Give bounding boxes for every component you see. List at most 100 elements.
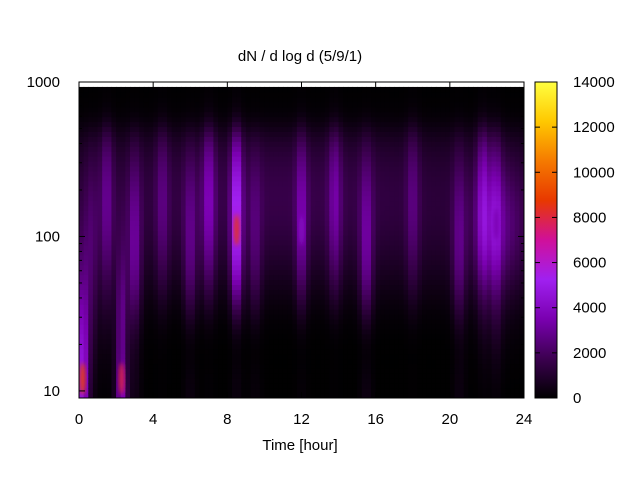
heatmap-cell (273, 393, 279, 398)
heatmap-cell (273, 86, 279, 93)
heatmap-cell (116, 86, 122, 93)
heatmap-cell (347, 368, 354, 374)
heatmap-cell (408, 274, 414, 281)
heatmap-cell (190, 388, 196, 394)
heatmap-cell (435, 338, 442, 345)
heatmap-cell (79, 210, 85, 216)
heatmap-cell (320, 309, 326, 315)
heatmap-cell (338, 274, 344, 281)
heatmap-cell (157, 269, 164, 276)
heatmap-cell (176, 358, 182, 365)
heatmap-cell (157, 244, 164, 251)
heatmap-cell (347, 348, 354, 355)
heatmap-cell (157, 200, 164, 207)
heatmap-cell (347, 373, 354, 379)
heatmap-cell (306, 264, 312, 271)
heatmap-cell (301, 358, 307, 365)
heatmap-cell (79, 264, 85, 271)
heatmap-cell (208, 314, 215, 320)
heatmap-cell (79, 101, 85, 108)
heatmap-cell (236, 136, 242, 142)
heatmap-cell (435, 205, 442, 211)
heatmap-cell (343, 106, 349, 113)
heatmap-cell (92, 230, 99, 236)
heatmap-cell (134, 215, 140, 221)
heatmap-cell (185, 205, 191, 211)
heatmap-cell (88, 220, 94, 226)
heatmap-cell (375, 210, 381, 216)
heatmap-cell (102, 185, 108, 192)
heatmap-cell (269, 151, 275, 157)
heatmap-cell (208, 358, 215, 365)
heatmap-cell (287, 388, 293, 394)
heatmap-cell (380, 373, 386, 379)
heatmap-cell (139, 363, 145, 369)
heatmap-cell (88, 141, 94, 147)
heatmap-cell (394, 101, 400, 108)
heatmap-cell (167, 249, 173, 256)
heatmap-cell (116, 259, 122, 266)
heatmap-cell (218, 274, 224, 281)
heatmap-cell (116, 323, 122, 330)
heatmap-cell (306, 368, 312, 374)
heatmap-cell (343, 269, 349, 276)
heatmap-cell (88, 156, 94, 162)
heatmap-cell (301, 348, 307, 355)
heatmap-cell (153, 368, 159, 374)
heatmap-cell (111, 363, 117, 369)
heatmap-cell (148, 165, 154, 172)
heatmap-cell (287, 343, 293, 350)
heatmap-cell (185, 240, 191, 246)
heatmap-cell (79, 235, 85, 241)
heatmap-cell (320, 195, 326, 202)
heatmap-cell (357, 294, 363, 300)
heatmap-cell (208, 165, 215, 172)
heatmap-cell (180, 235, 187, 241)
heatmap-cell (218, 215, 224, 221)
heatmap-cell (102, 175, 108, 182)
heatmap-cell (245, 363, 252, 369)
heatmap-cell (88, 378, 94, 384)
heatmap-cell (250, 151, 256, 157)
heatmap-cell (310, 304, 317, 310)
heatmap-cell (347, 175, 354, 182)
heatmap-cell (97, 96, 103, 103)
heatmap-cell (445, 383, 451, 389)
heatmap-cell (375, 358, 381, 365)
heatmap-cell (255, 240, 261, 246)
heatmap-cell (199, 304, 205, 310)
heatmap-cell (83, 269, 89, 276)
heatmap-cell (250, 304, 256, 310)
heatmap-cell (417, 333, 423, 340)
heatmap-cell (357, 323, 363, 330)
heatmap-cell (111, 274, 117, 281)
heatmap-cell (176, 126, 182, 132)
heatmap-cell (259, 259, 266, 266)
heatmap-cell (357, 205, 363, 211)
heatmap-cell (194, 121, 201, 128)
heatmap-cell (185, 141, 191, 147)
heatmap-cell (357, 309, 363, 315)
heatmap-cell (153, 284, 159, 290)
heatmap-cell (329, 220, 335, 226)
heatmap-cell (375, 254, 381, 261)
heatmap-cell (106, 373, 113, 379)
heatmap-cell (264, 161, 270, 167)
heatmap-cell (306, 86, 312, 93)
heatmap-cell (338, 111, 344, 118)
heatmap-cell (83, 116, 89, 123)
heatmap-cell (361, 151, 367, 157)
heatmap-cell (102, 388, 108, 394)
heatmap-cell (375, 165, 381, 172)
heatmap-cell (380, 388, 386, 394)
heatmap-cell (408, 294, 414, 300)
heatmap-cell (394, 146, 400, 152)
heatmap-cell (389, 200, 395, 207)
heatmap-cell (194, 333, 201, 340)
heatmap-cell (412, 304, 418, 310)
heatmap-cell (338, 175, 344, 182)
heatmap-cell (417, 126, 423, 132)
heatmap-cell (218, 136, 224, 142)
heatmap-cell (361, 101, 367, 108)
